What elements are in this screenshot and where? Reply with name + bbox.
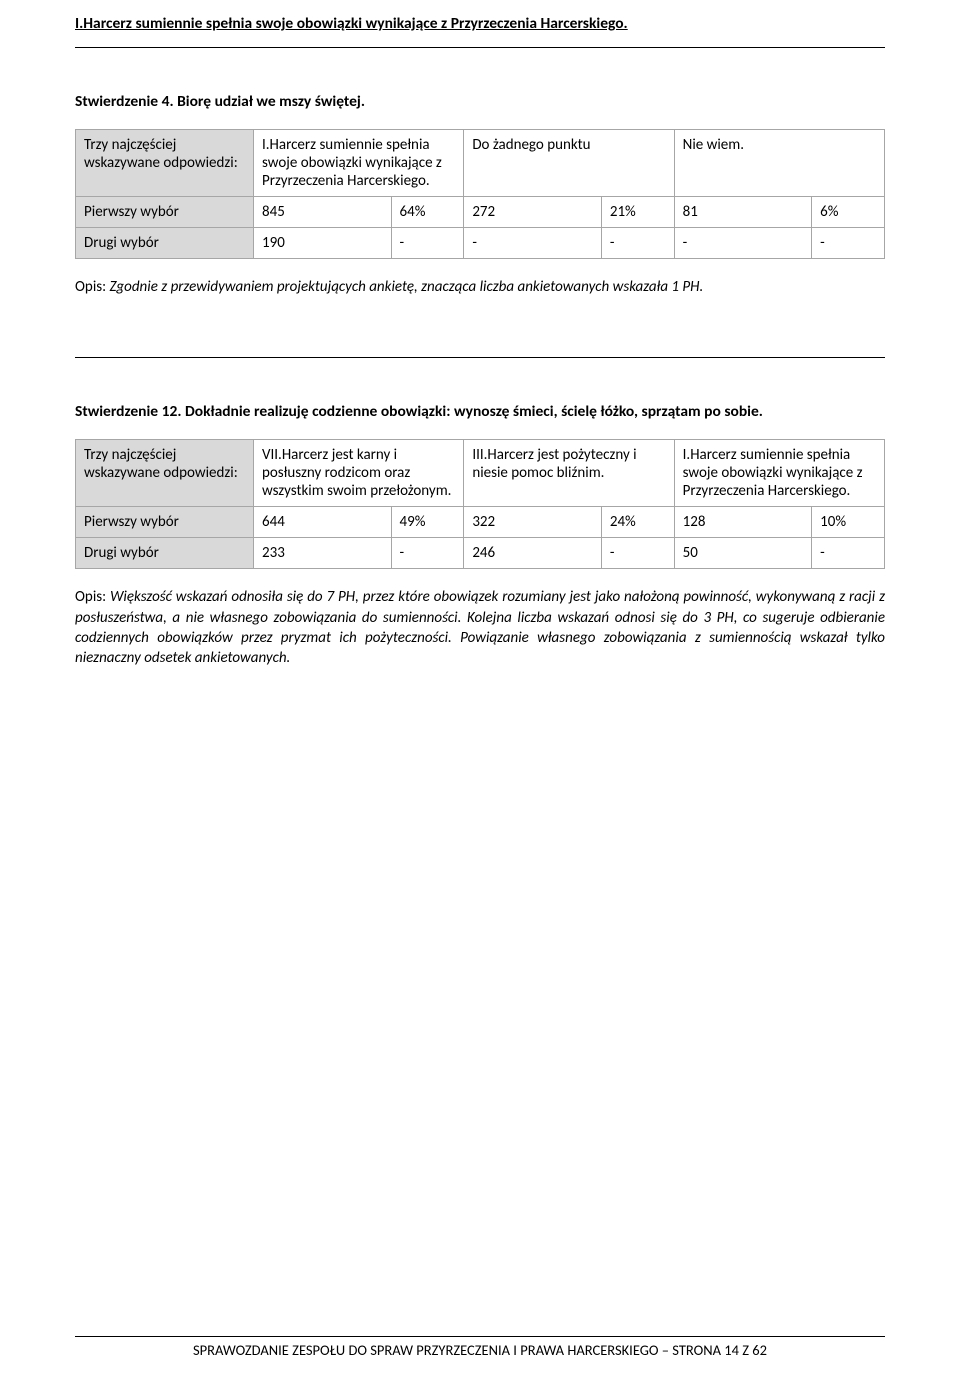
opis-12: Opis: Większość wskazań odnosiła się do … bbox=[75, 587, 885, 668]
row-drugi-label: Drugi wybór bbox=[76, 538, 254, 569]
cell-value: - bbox=[601, 538, 674, 569]
section-heading: I.Harcerz sumiennie spełnia swoje obowią… bbox=[75, 14, 885, 33]
opis-lead: Opis: bbox=[75, 278, 110, 296]
cell-value: - bbox=[391, 228, 464, 259]
table-row: Pierwszy wybór 845 64% 272 21% 81 6% bbox=[76, 197, 885, 228]
table-row: Drugi wybór 190 - - - - - bbox=[76, 228, 885, 259]
opis-body: Większość wskazań odnosiła się do 7 PH, … bbox=[75, 588, 885, 667]
cell-value: 6% bbox=[812, 197, 885, 228]
footer-divider bbox=[75, 1336, 885, 1337]
opis-4: Opis: Zgodnie z przewidywaniem projektuj… bbox=[75, 277, 885, 297]
row-drugi-label: Drugi wybór bbox=[76, 228, 254, 259]
opis-lead: Opis: bbox=[75, 588, 110, 606]
row-pierwszy-label: Pierwszy wybór bbox=[76, 507, 254, 538]
cell-value: - bbox=[464, 228, 602, 259]
cell-value: - bbox=[812, 538, 885, 569]
cell-value: 50 bbox=[674, 538, 812, 569]
row-top-label: Trzy najczęściej wskazywane odpowiedzi: bbox=[76, 440, 254, 507]
table-row: Drugi wybór 233 - 246 - 50 - bbox=[76, 538, 885, 569]
cell-value: - bbox=[812, 228, 885, 259]
page: I.Harcerz sumiennie spełnia swoje obowią… bbox=[0, 0, 960, 1383]
cell-value: 322 bbox=[464, 507, 602, 538]
col3-header: Nie wiem. bbox=[674, 130, 884, 197]
cell-value: 64% bbox=[391, 197, 464, 228]
cell-value: 233 bbox=[253, 538, 391, 569]
cell-value: 24% bbox=[601, 507, 674, 538]
table-row: Pierwszy wybór 644 49% 322 24% 128 10% bbox=[76, 507, 885, 538]
cell-value: 10% bbox=[812, 507, 885, 538]
statement-12-title: Stwierdzenie 12. Dokładnie realizuję cod… bbox=[75, 402, 885, 421]
table-row: Trzy najczęściej wskazywane odpowiedzi: … bbox=[76, 440, 885, 507]
footer-text: SPRAWOZDANIE ZESPOŁU DO SPRAW PRZYRZECZE… bbox=[193, 1341, 767, 1359]
row-pierwszy-label: Pierwszy wybór bbox=[76, 197, 254, 228]
col3-header: I.Harcerz sumiennie spełnia swoje obowią… bbox=[674, 440, 884, 507]
cell-value: 644 bbox=[253, 507, 391, 538]
cell-value: - bbox=[391, 538, 464, 569]
opis-body: Zgodnie z przewidywaniem projektujących … bbox=[110, 278, 704, 296]
col1-header: I.Harcerz sumiennie spełnia swoje obowią… bbox=[253, 130, 463, 197]
cell-value: - bbox=[601, 228, 674, 259]
cell-value: 49% bbox=[391, 507, 464, 538]
spacer bbox=[75, 297, 885, 357]
col1-header: VII.Harcerz jest karny i posłuszny rodzi… bbox=[253, 440, 463, 507]
page-footer: SPRAWOZDANIE ZESPOŁU DO SPRAW PRZYRZECZE… bbox=[0, 1336, 960, 1359]
table-row: Trzy najczęściej wskazywane odpowiedzi: … bbox=[76, 130, 885, 197]
table-statement-12: Trzy najczęściej wskazywane odpowiedzi: … bbox=[75, 439, 885, 569]
row-top-label: Trzy najczęściej wskazywane odpowiedzi: bbox=[76, 130, 254, 197]
cell-value: 272 bbox=[464, 197, 602, 228]
cell-value: 21% bbox=[601, 197, 674, 228]
col2-header: III.Harcerz jest pożyteczny i niesie pom… bbox=[464, 440, 674, 507]
cell-value: 845 bbox=[253, 197, 391, 228]
divider-top bbox=[75, 47, 885, 48]
cell-value: 190 bbox=[253, 228, 391, 259]
table-statement-4: Trzy najczęściej wskazywane odpowiedzi: … bbox=[75, 129, 885, 259]
cell-value: 128 bbox=[674, 507, 812, 538]
divider-mid bbox=[75, 357, 885, 358]
cell-value: - bbox=[674, 228, 812, 259]
cell-value: 81 bbox=[674, 197, 812, 228]
statement-4-title: Stwierdzenie 4. Biorę udział we mszy świ… bbox=[75, 92, 885, 111]
col2-header: Do żadnego punktu bbox=[464, 130, 674, 197]
cell-value: 246 bbox=[464, 538, 602, 569]
